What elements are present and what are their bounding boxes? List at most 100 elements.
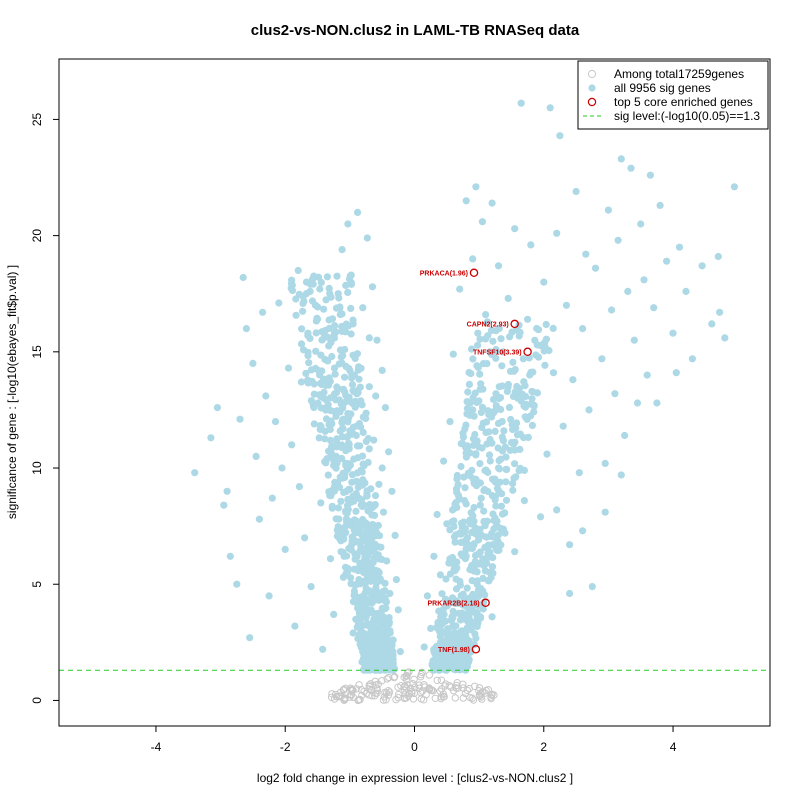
- sig-point: [327, 407, 335, 415]
- sig-point: [463, 603, 472, 612]
- sig-point: [474, 341, 482, 349]
- sig-point: [275, 299, 283, 307]
- nonsig-point: [445, 682, 453, 690]
- sig-point: [457, 654, 465, 663]
- sig-point: [361, 633, 369, 641]
- sig-point: [353, 422, 361, 430]
- sig-point: [653, 399, 661, 407]
- sig-point: [476, 335, 484, 343]
- sig-point: [433, 510, 441, 519]
- sig-point: [297, 340, 306, 348]
- sig-point: [449, 631, 457, 640]
- sig-point: [543, 450, 551, 458]
- sig-point: [669, 329, 677, 337]
- sig-point: [321, 435, 329, 443]
- nonsig-point: [365, 685, 373, 693]
- legend-entry-threshold: sig level:(-log10(0.05)==1.3: [614, 109, 760, 123]
- sig-point: [469, 255, 477, 263]
- sig-point: [309, 401, 317, 409]
- sig-point: [332, 304, 341, 312]
- sig-point: [465, 614, 473, 622]
- sig-point: [473, 568, 481, 576]
- sig-point: [462, 552, 470, 560]
- sig-point: [520, 497, 529, 505]
- y-tick-label: 15: [30, 345, 44, 359]
- sig-point: [675, 243, 684, 251]
- sig-point: [371, 635, 379, 643]
- sig-point: [492, 502, 500, 510]
- sig-point: [318, 336, 326, 344]
- sig-point: [326, 436, 335, 444]
- sig-point: [487, 326, 496, 334]
- sig-point: [495, 395, 503, 403]
- sig-point: [464, 652, 472, 660]
- legend-marker-sig: [588, 84, 596, 92]
- point-layer: [191, 99, 739, 705]
- sig-point: [463, 624, 471, 632]
- sig-point: [304, 332, 312, 340]
- y-tick-label: 25: [30, 112, 44, 126]
- sig-point: [372, 392, 380, 400]
- sig-point: [472, 451, 480, 459]
- sig-point: [470, 540, 478, 548]
- sig-point: [472, 183, 480, 191]
- sig-point: [341, 345, 349, 354]
- sig-point: [520, 466, 529, 474]
- y-axis: 0 5 10 15 20 25: [30, 112, 59, 704]
- sig-point: [494, 419, 503, 427]
- sig-point: [382, 598, 390, 606]
- nonsig-point: [379, 696, 388, 704]
- sig-point: [326, 425, 334, 434]
- sig-point: [515, 385, 524, 393]
- core-gene-label: TNFSF10(3.39): [473, 349, 522, 356]
- sig-point: [376, 666, 384, 674]
- sig-point: [473, 437, 481, 445]
- sig-point: [448, 637, 456, 645]
- sig-point: [516, 328, 524, 336]
- sig-point: [491, 478, 499, 486]
- sig-point: [468, 577, 476, 585]
- sig-point: [512, 473, 520, 481]
- sig-point: [389, 636, 397, 644]
- sig-point: [492, 402, 500, 410]
- sig-point: [347, 304, 355, 312]
- core-gene-point: [481, 598, 490, 608]
- sig-point: [514, 394, 522, 402]
- sig-point: [486, 435, 494, 444]
- sig-point: [708, 320, 716, 328]
- nonsig-point: [425, 671, 433, 679]
- sig-point: [299, 346, 308, 354]
- sig-point: [489, 554, 497, 562]
- sig-point: [427, 624, 435, 633]
- nonsig-point: [378, 677, 386, 685]
- sig-point: [381, 404, 389, 412]
- sig-point: [356, 559, 364, 567]
- nonsig-point: [410, 675, 418, 683]
- nonsig-point: [392, 695, 400, 704]
- sig-point: [378, 366, 386, 374]
- sig-point: [349, 629, 357, 637]
- sig-point: [498, 382, 506, 390]
- legend-entry-core: top 5 core enriched genes: [614, 95, 753, 109]
- sig-point: [450, 522, 458, 531]
- sig-point: [312, 347, 320, 355]
- sig-point: [336, 473, 344, 481]
- sig-point: [347, 330, 355, 338]
- sig-point: [466, 411, 474, 419]
- x-axis-label: log2 fold change in expression level : […: [257, 771, 573, 785]
- sig-point: [345, 393, 353, 401]
- sig-point: [242, 325, 250, 333]
- sig-point: [491, 514, 499, 522]
- nonsig-point: [402, 672, 410, 680]
- sig-point: [396, 648, 404, 656]
- sig-point: [486, 568, 494, 577]
- plot-frame: [58, 58, 771, 727]
- sig-point: [614, 236, 622, 244]
- sig-point: [553, 506, 561, 514]
- sig-point: [465, 637, 473, 645]
- sig-point: [501, 529, 509, 537]
- sig-point: [365, 334, 373, 342]
- nonsig-point: [463, 686, 471, 694]
- sig-point: [457, 462, 465, 471]
- nonsig-point: [453, 679, 461, 687]
